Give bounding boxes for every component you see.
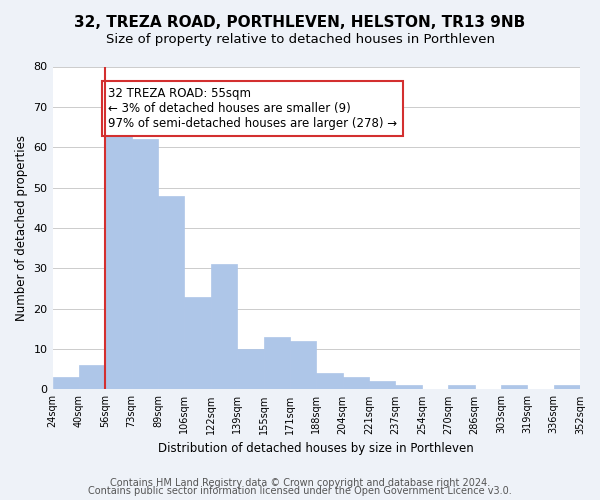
Bar <box>369 382 395 390</box>
Bar <box>395 386 422 390</box>
Bar <box>53 378 79 390</box>
Bar <box>501 386 527 390</box>
Bar <box>184 296 211 390</box>
Bar <box>237 349 263 390</box>
Bar <box>131 139 158 390</box>
Text: Size of property relative to detached houses in Porthleven: Size of property relative to detached ho… <box>106 32 494 46</box>
Bar <box>316 374 343 390</box>
Bar <box>554 386 580 390</box>
Bar <box>448 386 475 390</box>
X-axis label: Distribution of detached houses by size in Porthleven: Distribution of detached houses by size … <box>158 442 474 455</box>
Bar <box>79 365 105 390</box>
Bar <box>105 127 131 390</box>
Bar <box>211 264 237 390</box>
Text: Contains HM Land Registry data © Crown copyright and database right 2024.: Contains HM Land Registry data © Crown c… <box>110 478 490 488</box>
Y-axis label: Number of detached properties: Number of detached properties <box>15 135 28 321</box>
Text: 32 TREZA ROAD: 55sqm
← 3% of detached houses are smaller (9)
97% of semi-detache: 32 TREZA ROAD: 55sqm ← 3% of detached ho… <box>108 86 397 130</box>
Bar <box>158 196 184 390</box>
Text: 32, TREZA ROAD, PORTHLEVEN, HELSTON, TR13 9NB: 32, TREZA ROAD, PORTHLEVEN, HELSTON, TR1… <box>74 15 526 30</box>
Bar <box>290 341 316 390</box>
Bar <box>263 337 290 390</box>
Bar <box>343 378 369 390</box>
Text: Contains public sector information licensed under the Open Government Licence v3: Contains public sector information licen… <box>88 486 512 496</box>
